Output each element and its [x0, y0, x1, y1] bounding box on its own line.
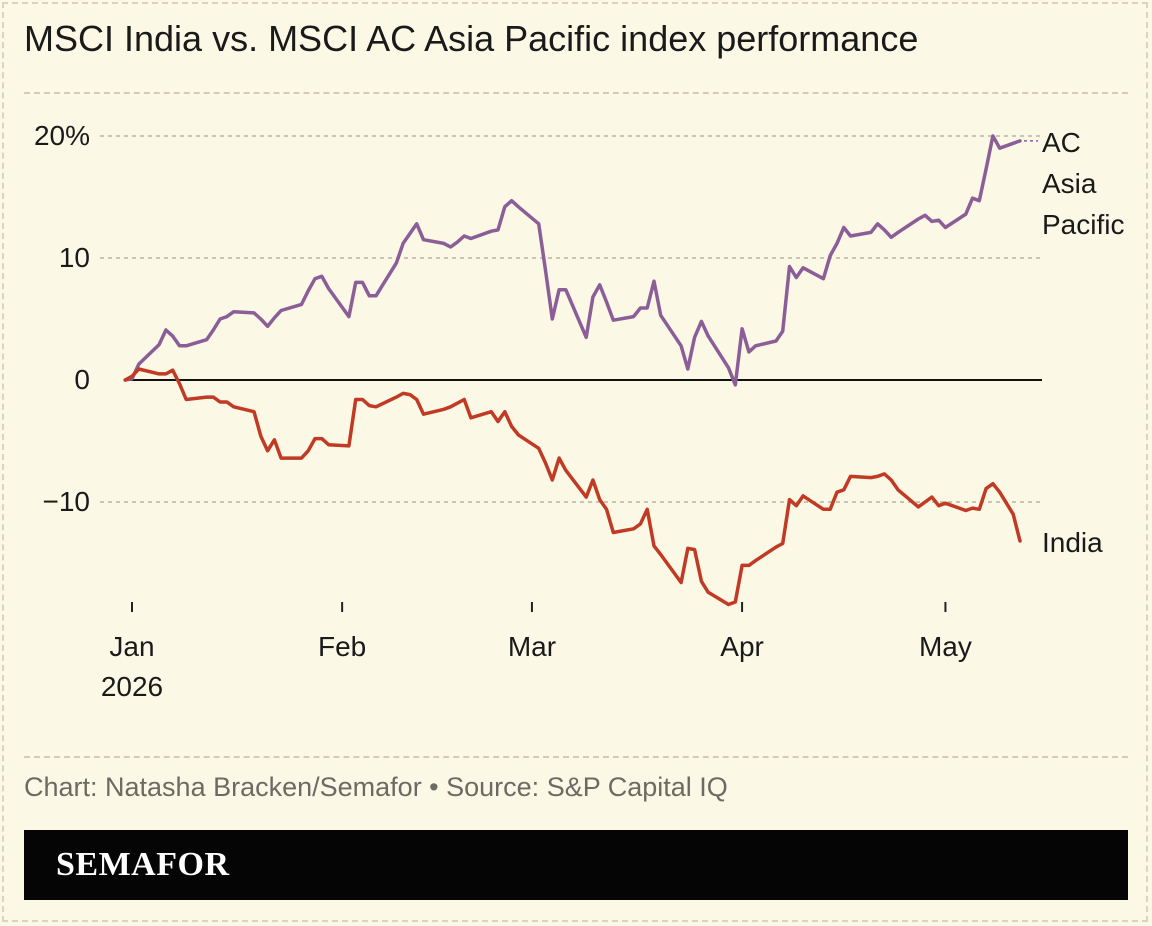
x-tick-label: May	[919, 631, 972, 662]
x-tick-label: Feb	[318, 631, 366, 662]
series-label-ac-asia-pacific: Pacific	[1042, 209, 1124, 240]
y-tick-label: 10	[59, 242, 90, 273]
series-line-ac-asia-pacific	[123, 134, 1022, 387]
chart-title: MSCI India vs. MSCI AC Asia Pacific inde…	[24, 18, 919, 59]
series-label-ac-asia-pacific: AC	[1042, 127, 1081, 158]
gridlines	[100, 135, 1042, 503]
brand-bar: SEMAFOR	[24, 830, 1128, 900]
x-tick-label: Apr	[720, 631, 764, 662]
y-tick-label: 20%	[34, 120, 90, 151]
series-line-india	[123, 367, 1022, 607]
semafor-logo: SEMAFOR	[56, 846, 230, 883]
series-label-india: India	[1042, 527, 1103, 558]
series-lines	[123, 134, 1022, 607]
series-label-ac-asia-pacific: Asia	[1042, 168, 1097, 199]
chart-credit: Chart: Natasha Bracken/Semafor • Source:…	[24, 772, 728, 802]
y-axis-labels: 20% 10 0 −10	[34, 120, 90, 517]
top-divider	[24, 92, 1128, 94]
x-axis: Jan 2026 Feb Mar Apr May	[101, 602, 972, 702]
x-tick-label: 2026	[101, 671, 163, 702]
series-labels: AC Asia Pacific India	[1024, 127, 1124, 558]
y-tick-label: −10	[43, 486, 91, 517]
x-tick-label: Jan	[109, 631, 154, 662]
y-tick-label: 0	[74, 364, 90, 395]
line-chart: 20% 10 0 −10 Jan 2026 Feb Mar Apr May AC Asia Paci…	[34, 120, 1125, 702]
x-tick-label: Mar	[508, 631, 556, 662]
bottom-divider	[24, 756, 1128, 758]
